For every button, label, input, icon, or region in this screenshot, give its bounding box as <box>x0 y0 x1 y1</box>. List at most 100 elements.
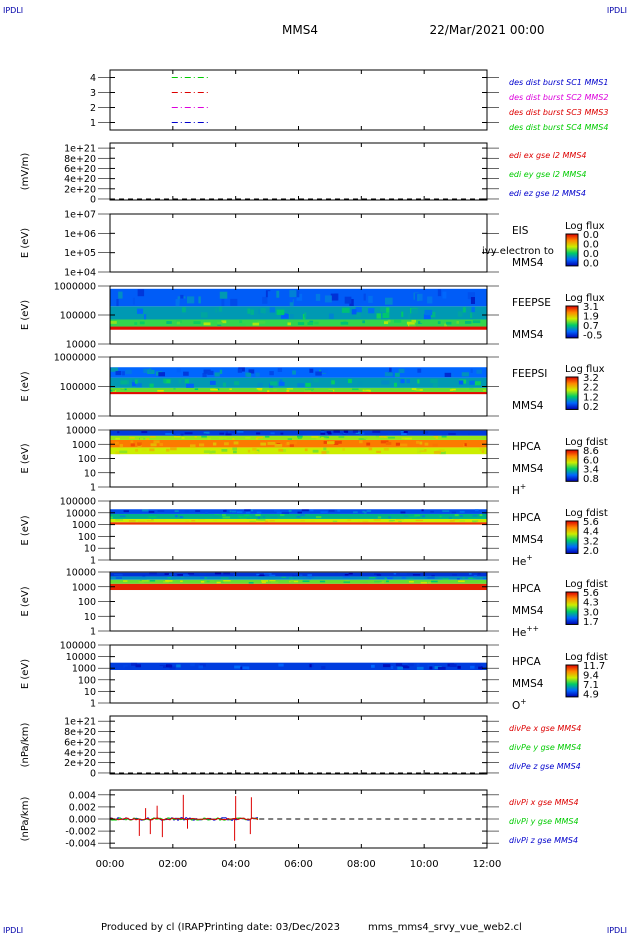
heatmap-cell <box>122 371 125 376</box>
instrument-label: MMS4 <box>512 257 544 269</box>
heatmap-cell <box>437 289 442 297</box>
heatmap-cell <box>388 516 391 519</box>
heatmap-cell <box>312 449 319 453</box>
heatmap-cell <box>209 450 213 454</box>
heatmap-cell <box>135 383 142 388</box>
heatmap-cell <box>224 442 229 446</box>
heatmap-cell <box>326 431 331 434</box>
colorbar-tick-label: 0.0 <box>583 258 599 269</box>
heatmap-cell <box>330 293 338 301</box>
heatmap-cell <box>377 516 382 519</box>
heatmap-cell <box>115 370 122 376</box>
heatmap-cell <box>461 372 469 377</box>
x-tick-label: 10:00 <box>410 859 439 870</box>
heatmap-cell <box>219 432 225 435</box>
heatmap-cell <box>281 512 290 514</box>
heatmap-cell <box>218 306 223 312</box>
heatmap-cell <box>400 519 405 521</box>
heatmap-cell <box>280 313 289 319</box>
heatmap-cell <box>297 511 302 514</box>
heatmap-cell <box>307 322 314 325</box>
heatmap-cell <box>315 293 321 301</box>
heatmap-cell <box>203 577 207 579</box>
heatmap-cell <box>203 431 210 434</box>
heatmap-cell <box>442 578 449 580</box>
instrument-label: He++ <box>512 624 539 639</box>
heatmap-cell <box>254 450 259 454</box>
heatmap-cell <box>294 290 300 298</box>
figure-title: MMS4 <box>282 23 318 37</box>
corner-label-top-right: IPDLI <box>607 6 627 15</box>
panel-8: 1 10 100 1000 10000 E (eV) HPCA MMS4 He++ Log fdi… <box>20 568 608 640</box>
heatmap-cell <box>247 449 251 453</box>
heatmap-cell <box>264 573 269 576</box>
heatmap-cell <box>153 440 160 444</box>
heatmap-cell <box>374 580 382 583</box>
heatmap-cell <box>264 520 269 522</box>
heatmap-cell <box>124 666 133 670</box>
heatmap-cell <box>400 511 406 514</box>
heatmap-cell <box>472 577 476 579</box>
heatmap-cell <box>256 573 260 576</box>
y-axis-label: E (eV) <box>20 659 31 689</box>
heatmap-cell <box>357 381 363 386</box>
heatmap-cell <box>344 296 352 304</box>
heatmap-cell <box>457 665 461 669</box>
y-tick-label: 1 <box>90 118 96 129</box>
corner-label-bottom-right: IPDLI <box>607 926 627 934</box>
heatmap-cell <box>200 581 205 583</box>
heatmap-cell <box>469 380 476 385</box>
heatmap-cell <box>479 577 483 579</box>
heatmap-cell <box>358 438 366 440</box>
heatmap-cell <box>383 321 389 325</box>
heatmap-cell <box>269 383 274 388</box>
heatmap-cell <box>305 382 311 387</box>
heatmap-cell <box>302 314 306 320</box>
heatmap-cell <box>331 380 335 385</box>
y-tick-label: 100000 <box>60 641 96 652</box>
heatmap-cell <box>225 431 228 434</box>
heatmap-cell <box>306 576 315 578</box>
heatmap-cell <box>289 295 293 303</box>
heatmap-cell <box>163 378 167 383</box>
heatmap-cell <box>222 516 231 519</box>
heatmap-cell <box>304 390 312 392</box>
heatmap-cell <box>415 519 424 522</box>
heatmap-cell <box>388 436 395 439</box>
heatmap-cell <box>307 574 312 576</box>
heatmap-cell <box>223 579 231 582</box>
y-tick-label: 10 <box>84 468 96 479</box>
heatmap-cell <box>427 664 434 668</box>
heatmap-cell <box>256 519 262 521</box>
heatmap-cell <box>362 389 371 392</box>
heatmap-cell <box>167 321 172 324</box>
heatmap-cell <box>255 514 261 517</box>
heatmap-cell <box>328 389 334 392</box>
heatmap-cell <box>222 382 227 387</box>
heatmap-cell <box>199 573 206 576</box>
heatmap-cell <box>309 368 314 373</box>
heatmap-cell <box>287 322 291 326</box>
heatmap-cell <box>364 388 367 391</box>
colorbar-tick-label: 3.4 <box>583 465 599 476</box>
heatmap-cell <box>255 437 259 440</box>
heatmap-cell <box>302 580 310 583</box>
heatmap-cell <box>451 388 456 391</box>
time-axis: 00:00 02:00 04:00 06:00 08:00 10:00 12:00 <box>96 70 501 870</box>
heatmap-cell <box>227 390 236 392</box>
heatmap-cell <box>376 574 382 576</box>
heatmap-cell <box>131 662 138 666</box>
colorbar-tick-label: 0.7 <box>583 321 599 332</box>
heatmap-band <box>110 509 487 514</box>
y-tick-label: 100 <box>78 675 96 686</box>
heatmap-cell <box>131 379 137 384</box>
heatmap-cell <box>289 299 294 307</box>
heatmap-cell <box>314 321 319 325</box>
heatmap-cell <box>110 367 119 372</box>
heatmap-cell <box>150 443 157 447</box>
y-tick-label: 1e+21 <box>64 717 96 728</box>
heatmap-cell <box>342 448 345 451</box>
heatmap-cell <box>409 323 416 327</box>
y-tick-label: 1 <box>90 699 96 710</box>
y-tick-label: 8e+20 <box>64 154 96 165</box>
